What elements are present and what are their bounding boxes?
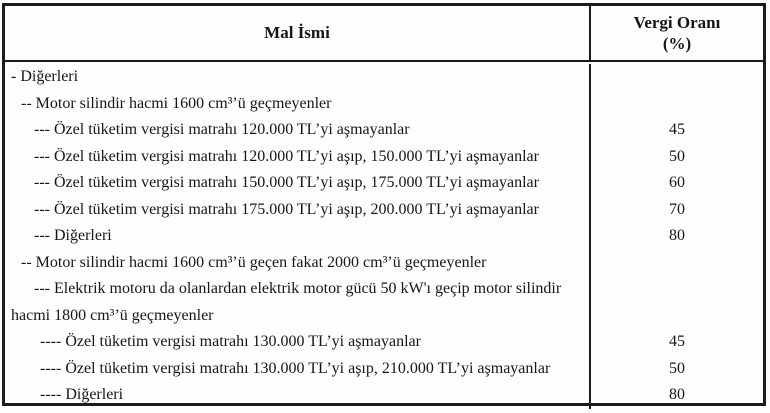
row-rate: 80 [669,386,685,403]
row-rate [591,64,763,91]
table-row: --- Özel tüketim vergisi matrahı 120.000… [5,143,763,170]
row-label: --- Diğerleri [5,223,591,250]
row-rate: 80 [669,227,685,244]
row-label: --- Özel tüketim vergisi matrahı 150.000… [5,170,591,197]
row-label: -- Motor silindir hacmi 1600 cm³’ü geçme… [5,90,591,117]
table-row: --- Özel tüketim vergisi matrahı 150.000… [5,170,763,197]
row-rate: 45 [669,121,685,138]
row-label: - Diğerleri [5,64,591,91]
column-header-mal-ismi: Mal İsmi [5,6,591,60]
row-label: -- Motor silindir hacmi 1600 cm³’ü geçen… [5,249,591,276]
table-header-row: Mal İsmi Vergi Oranı (%) [5,6,763,62]
column-header-vergi-orani-line2: (%) [662,34,692,53]
row-label: ---- Özel tüketim vergisi matrahı 130.00… [5,355,591,382]
table-row: --- Özel tüketim vergisi matrahı 175.000… [5,196,763,223]
table-row: --- Özel tüketim vergisi matrahı 120.000… [5,117,763,144]
row-label: ---- Diğerleri [5,382,591,409]
row-rate: 60 [669,174,685,191]
row-rate: 50 [669,359,685,377]
table-row: ---- Özel tüketim vergisi matrahı 130.00… [5,329,763,356]
row-label: --- Özel tüketim vergisi matrahı 120.000… [5,117,591,144]
table-row: ---- Diğerleri 80 [5,382,763,409]
row-label: --- Özel tüketim vergisi matrahı 120.000… [5,143,591,170]
row-label: --- Özel tüketim vergisi matrahı 175.000… [5,196,591,223]
tax-rate-table: Mal İsmi Vergi Oranı (%) - Diğerleri -- … [2,3,766,409]
row-label: ---- Özel tüketim vergisi matrahı 130.00… [5,329,591,356]
table-body: - Diğerleri -- Motor silindir hacmi 1600… [5,62,763,409]
row-rate [591,91,763,118]
table-row: -- Motor silindir hacmi 1600 cm³’ü geçen… [5,249,763,277]
table-row: --- Diğerleri 80 [5,223,763,250]
table-row: ---- Özel tüketim vergisi matrahı 130.00… [5,355,763,382]
row-rate: 70 [669,200,685,218]
row-rate: 45 [669,333,685,350]
row-rate: 50 [669,147,685,165]
row-rate [591,250,763,277]
row-rate [591,276,763,329]
column-header-vergi-orani: Vergi Oranı (%) [591,6,763,60]
table-row: -- Motor silindir hacmi 1600 cm³’ü geçme… [5,90,763,118]
table-row: - Diğerleri [5,64,763,91]
row-label: --- Elektrik motoru da olanlardan elektr… [5,276,591,329]
table-row: --- Elektrik motoru da olanlardan elektr… [5,276,763,329]
column-header-vergi-orani-line1: Vergi Oranı [633,12,721,32]
